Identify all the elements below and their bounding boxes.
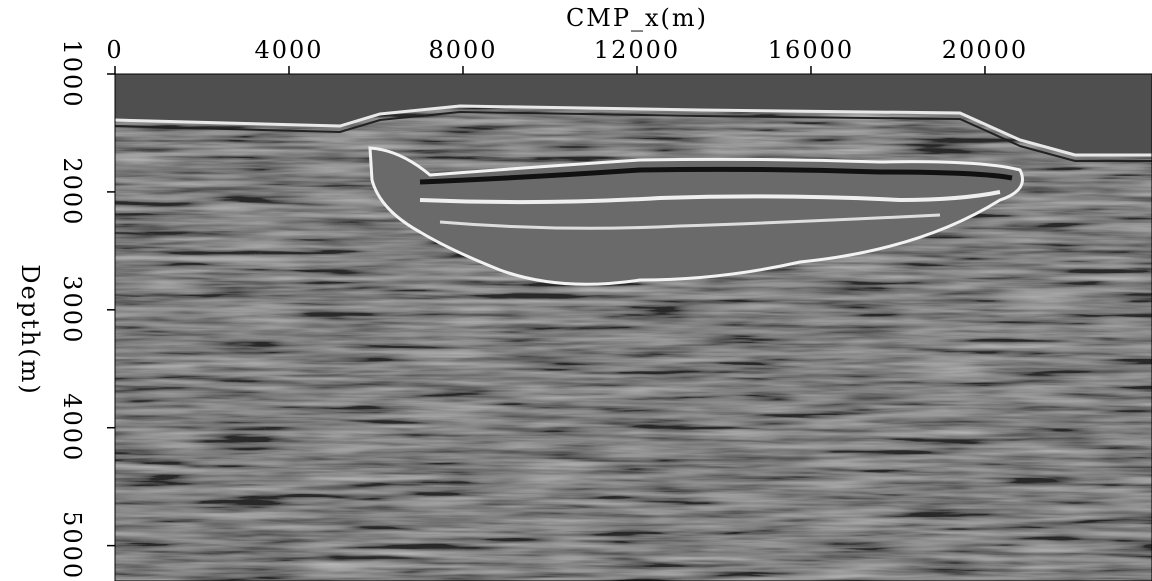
x-axis-label: CMP_x(m) [566,4,708,32]
salt-body [368,146,1024,286]
y-axis-label: Depth(m) [16,264,44,395]
x-tick-label: 0 [106,36,123,64]
y-tick-label: 5000 [58,511,86,580]
y-tick-label: 1000 [58,39,86,108]
salt-inner-reflector [439,213,941,230]
seabed [115,104,1152,157]
y-tick-label: 2000 [58,157,86,226]
reflector-texture [115,74,1152,581]
seismic-image [115,74,1152,581]
plot-frame [114,73,1152,581]
y-tick-label: 3000 [58,275,86,344]
x-tick-label: 12000 [594,36,680,64]
salt-top-reflector [419,166,1013,185]
salt-inner-reflector [419,190,1001,205]
x-tick-label: 4000 [254,36,323,64]
y-tick-label: 4000 [58,393,86,462]
water-column [115,74,1152,155]
x-tick-label: 8000 [428,36,497,64]
seabed-shadow [115,110,1152,162]
x-tick-label: 20000 [942,36,1028,64]
x-tick-label: 16000 [768,36,854,64]
